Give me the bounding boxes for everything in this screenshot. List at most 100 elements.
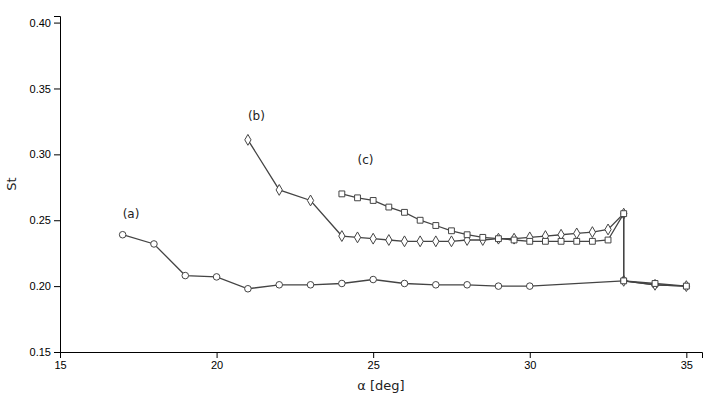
- y-axis-tick: 0.30: [30, 148, 60, 160]
- series-marker: [245, 285, 252, 292]
- series-line: [123, 235, 687, 289]
- series-marker: [511, 233, 517, 244]
- y-axis-line: [54, 17, 61, 353]
- y-axis-tick-mark: [54, 154, 60, 155]
- series-marker: [119, 231, 126, 238]
- y-axis-tick-label: 0.25: [30, 214, 51, 226]
- series-marker: [464, 282, 471, 289]
- series-marker: [339, 191, 345, 197]
- series-marker: [527, 238, 533, 244]
- y-axis-title: St: [4, 177, 19, 190]
- series: [245, 134, 690, 291]
- series-marker: [621, 278, 627, 284]
- series-marker: [401, 280, 408, 287]
- x-axis-title: α [deg]: [357, 378, 404, 393]
- y-axis-tick: 0.40: [30, 17, 60, 29]
- series: [339, 191, 689, 289]
- series-line: [248, 140, 686, 286]
- series-marker: [276, 185, 282, 196]
- series-marker: [449, 228, 455, 234]
- x-axis: 15 20 25 30 35: [54, 352, 702, 371]
- series-marker: [417, 236, 423, 247]
- x-axis-tick: 25: [368, 352, 380, 371]
- series-marker: [386, 235, 392, 246]
- series-marker: [433, 223, 439, 229]
- series-marker: [417, 217, 423, 223]
- annotation: (a): [123, 207, 140, 221]
- series-marker: [151, 241, 158, 248]
- x-axis-tick-label: 20: [211, 359, 223, 371]
- series-marker: [182, 272, 189, 279]
- series-line: [342, 194, 686, 286]
- annotation: (c): [358, 153, 374, 167]
- annotations: (a)(b)(c): [123, 109, 374, 221]
- chart-container: 15 20 25 30 35 0.15 0.20 0.25 0.30 0.35 0.40 (a)(b)…: [0, 0, 724, 398]
- series-marker: [370, 198, 376, 204]
- series-marker: [542, 238, 548, 244]
- y-axis-tick-label: 0.30: [30, 148, 51, 160]
- series-marker: [433, 282, 440, 289]
- y-axis-tick-mark: [54, 352, 60, 353]
- series-marker: [354, 232, 360, 243]
- x-axis-line: [61, 353, 703, 359]
- series-marker: [496, 236, 502, 242]
- series-marker: [402, 209, 408, 215]
- x-axis-tick: 30: [524, 352, 536, 371]
- series-marker: [652, 279, 658, 290]
- series-marker: [526, 283, 533, 290]
- series-marker: [511, 237, 517, 243]
- y-axis-tick-mark: [54, 220, 60, 221]
- series-marker: [574, 228, 580, 239]
- series-marker: [621, 211, 627, 217]
- x-axis-tick-label: 25: [368, 359, 380, 371]
- x-axis-tick: 35: [681, 352, 693, 371]
- series-marker: [355, 195, 361, 201]
- series-marker: [213, 274, 220, 281]
- series-marker: [495, 233, 501, 244]
- x-axis-tick-mark: [686, 352, 687, 358]
- x-axis-tick-mark: [217, 352, 218, 358]
- y-axis-tick-mark: [54, 286, 60, 287]
- series-marker: [652, 281, 658, 287]
- series-marker: [495, 283, 502, 290]
- x-axis-tick-mark: [373, 352, 374, 358]
- x-axis-tick-label: 30: [524, 359, 536, 371]
- series-marker: [574, 238, 580, 244]
- series-marker: [605, 224, 611, 235]
- series-marker: [480, 235, 486, 246]
- series-marker: [386, 204, 392, 210]
- x-axis-tick-mark: [530, 352, 531, 358]
- series-marker: [589, 227, 595, 238]
- chart-svg: 15 20 25 30 35 0.15 0.20 0.25 0.30 0.35 0.40 (a)(b)…: [0, 0, 724, 398]
- series-marker: [401, 236, 407, 247]
- series-marker: [276, 282, 283, 289]
- y-axis-tick-label: 0.40: [30, 17, 51, 29]
- series-marker: [307, 195, 313, 206]
- series-marker: [683, 283, 689, 289]
- y-axis-tick: 0.15: [30, 346, 60, 358]
- y-axis-tick-label: 0.15: [30, 346, 51, 358]
- plot-area: 15 20 25 30 35 0.15 0.20 0.25 0.30 0.35 0.40 (a)(b)…: [30, 17, 703, 371]
- series-marker: [464, 232, 470, 238]
- x-axis-tick: 15: [54, 352, 66, 371]
- y-axis-tick-mark: [54, 88, 60, 89]
- y-axis-tick: 0.35: [30, 82, 60, 94]
- series-marker: [683, 281, 689, 292]
- series-marker: [339, 231, 345, 242]
- series-marker: [683, 283, 690, 290]
- series-marker: [370, 276, 377, 283]
- x-axis-tick-label: 15: [54, 359, 66, 371]
- series-marker: [307, 282, 314, 289]
- series-marker: [605, 237, 611, 243]
- x-axis-tick: 20: [211, 352, 223, 371]
- series-group: [119, 134, 689, 292]
- y-axis-tick-label: 0.35: [30, 82, 51, 94]
- series-marker: [620, 278, 627, 285]
- series-marker: [245, 134, 251, 145]
- series-marker: [480, 234, 486, 240]
- series-marker: [339, 280, 346, 287]
- series-marker: [448, 236, 454, 247]
- x-axis-tick-label: 35: [681, 359, 693, 371]
- y-axis: 0.15 0.20 0.25 0.30 0.35 0.40: [30, 17, 61, 359]
- y-axis-tick: 0.20: [30, 280, 60, 292]
